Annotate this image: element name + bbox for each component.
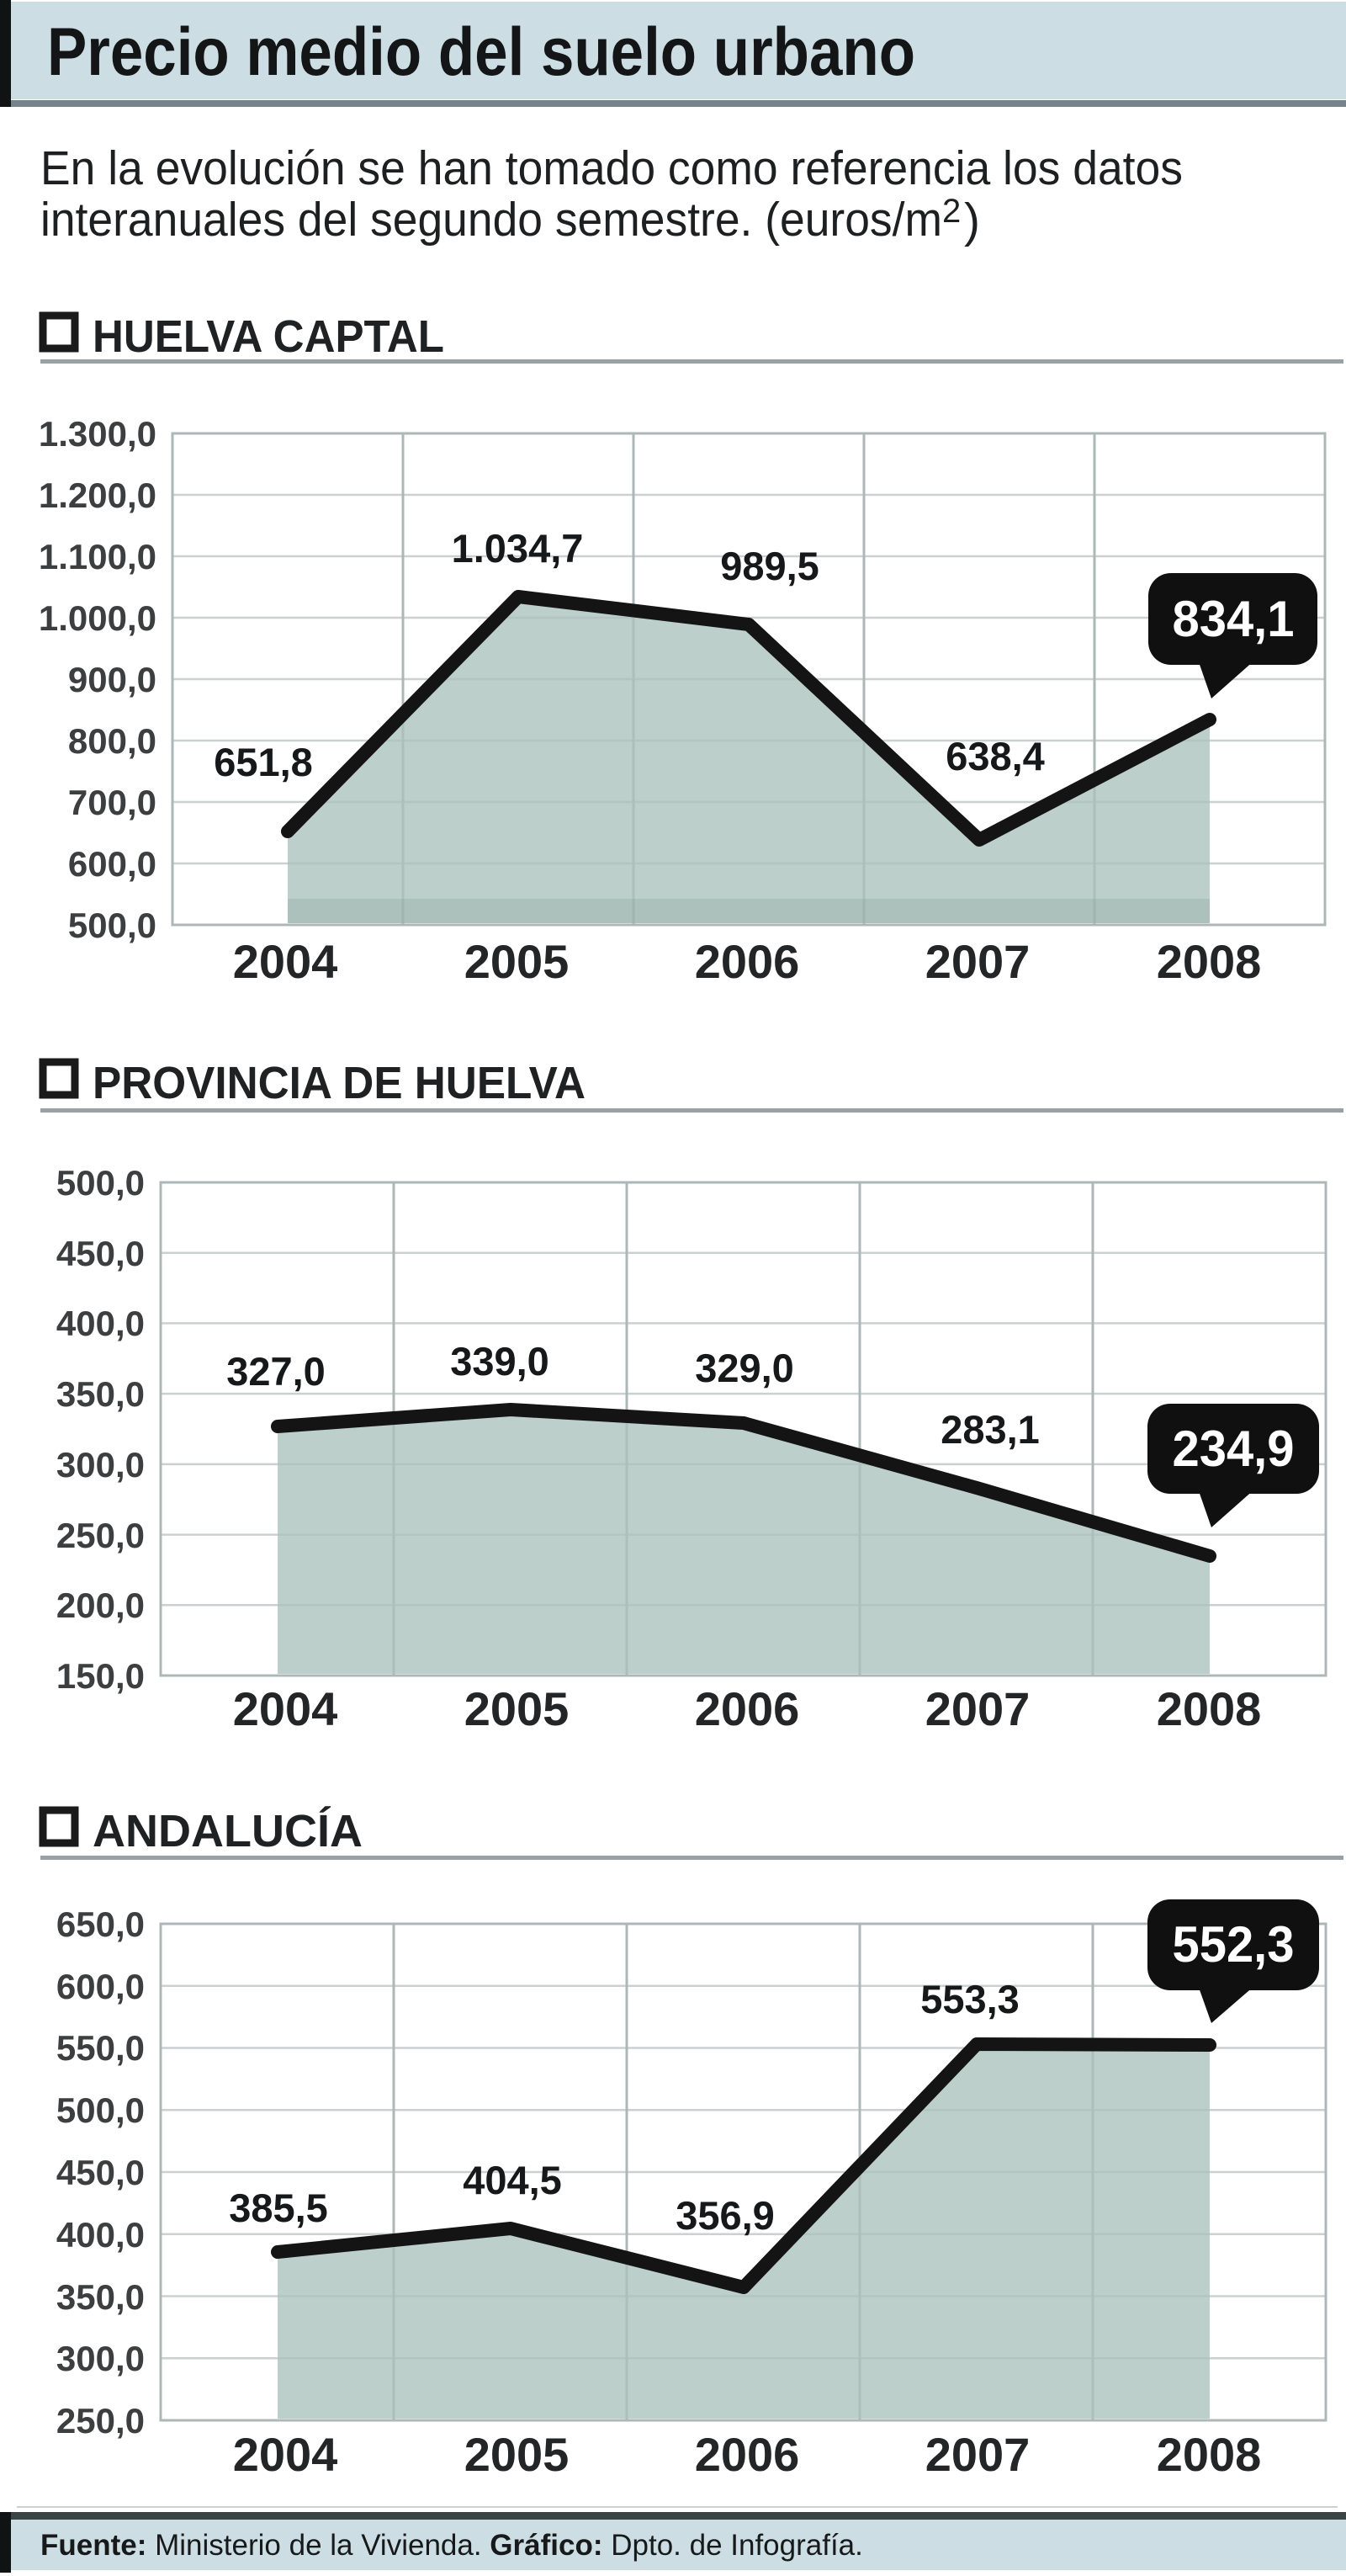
svg-text:500,0: 500,0 xyxy=(68,906,156,945)
svg-text:329,0: 329,0 xyxy=(695,1346,794,1390)
svg-text:400,0: 400,0 xyxy=(56,1304,145,1343)
svg-text:834,1: 834,1 xyxy=(1173,591,1295,647)
svg-text:989,5: 989,5 xyxy=(720,544,819,588)
svg-text:500,0: 500,0 xyxy=(56,1163,145,1203)
svg-text:En la evolución se han tomado: En la evolución se han tomado como refer… xyxy=(40,141,1183,195)
svg-text:PROVINCIA DE HUELVA: PROVINCIA DE HUELVA xyxy=(93,1058,586,1108)
svg-text:2008: 2008 xyxy=(1157,2428,1262,2481)
svg-text:Precio medio del suelo urbano: Precio medio del suelo urbano xyxy=(47,14,915,90)
svg-text:638,4: 638,4 xyxy=(946,734,1045,778)
svg-text:1.000,0: 1.000,0 xyxy=(39,598,156,638)
svg-text:400,0: 400,0 xyxy=(56,2215,145,2255)
svg-text:): ) xyxy=(964,194,980,247)
svg-text:552,3: 552,3 xyxy=(1173,1916,1295,1973)
svg-text:300,0: 300,0 xyxy=(56,2339,145,2378)
svg-text:Fuente: Ministerio de la Vivie: Fuente: Ministerio de la Vivienda. Gráfi… xyxy=(40,2529,863,2562)
svg-text:HUELVA CAPTAL: HUELVA CAPTAL xyxy=(93,311,444,362)
svg-text:2006: 2006 xyxy=(695,2428,800,2481)
svg-text:interanuales del segundo semes: interanuales del segundo semestre. (euro… xyxy=(40,193,942,247)
svg-text:2005: 2005 xyxy=(464,935,570,988)
svg-text:2004: 2004 xyxy=(233,1682,338,1735)
svg-text:2006: 2006 xyxy=(695,1682,800,1735)
svg-text:300,0: 300,0 xyxy=(56,1445,145,1485)
svg-text:2004: 2004 xyxy=(233,2428,338,2481)
svg-text:553,3: 553,3 xyxy=(920,1977,1020,2021)
svg-text:385,5: 385,5 xyxy=(229,2186,328,2230)
svg-text:800,0: 800,0 xyxy=(68,721,156,761)
svg-text:2006: 2006 xyxy=(695,935,800,988)
svg-text:350,0: 350,0 xyxy=(56,1374,145,1414)
svg-text:150,0: 150,0 xyxy=(56,1656,145,1696)
svg-text:ANDALUCÍA: ANDALUCÍA xyxy=(93,1806,363,1856)
svg-text:350,0: 350,0 xyxy=(56,2277,145,2317)
svg-text:651,8: 651,8 xyxy=(214,740,313,784)
svg-text:650,0: 650,0 xyxy=(56,1904,145,1944)
svg-text:234,9: 234,9 xyxy=(1173,1421,1295,1477)
svg-text:327,0: 327,0 xyxy=(226,1349,326,1394)
svg-text:356,9: 356,9 xyxy=(676,2193,775,2238)
svg-text:2: 2 xyxy=(942,193,961,230)
svg-text:2005: 2005 xyxy=(464,2428,570,2481)
svg-text:250,0: 250,0 xyxy=(56,2401,145,2441)
svg-text:404,5: 404,5 xyxy=(463,2158,562,2202)
svg-text:700,0: 700,0 xyxy=(68,783,156,822)
svg-text:2007: 2007 xyxy=(925,935,1031,988)
svg-text:450,0: 450,0 xyxy=(56,2153,145,2192)
svg-text:450,0: 450,0 xyxy=(56,1234,145,1273)
svg-text:250,0: 250,0 xyxy=(56,1516,145,1555)
svg-text:2005: 2005 xyxy=(464,1682,570,1735)
svg-text:550,0: 550,0 xyxy=(56,2028,145,2068)
svg-text:339,0: 339,0 xyxy=(450,1339,549,1384)
svg-text:2008: 2008 xyxy=(1157,935,1262,988)
svg-text:1.100,0: 1.100,0 xyxy=(39,537,156,576)
svg-text:500,0: 500,0 xyxy=(56,2090,145,2130)
svg-text:2004: 2004 xyxy=(233,935,338,988)
svg-text:2008: 2008 xyxy=(1157,1682,1262,1735)
svg-text:1.034,7: 1.034,7 xyxy=(452,526,584,571)
svg-text:900,0: 900,0 xyxy=(68,660,156,699)
svg-text:2007: 2007 xyxy=(925,1682,1031,1735)
svg-text:600,0: 600,0 xyxy=(68,844,156,884)
svg-text:1.200,0: 1.200,0 xyxy=(39,475,156,515)
svg-text:2007: 2007 xyxy=(925,2428,1031,2481)
svg-text:283,1: 283,1 xyxy=(941,1407,1040,1452)
svg-text:600,0: 600,0 xyxy=(56,1967,145,2006)
svg-text:200,0: 200,0 xyxy=(56,1585,145,1625)
svg-text:1.300,0: 1.300,0 xyxy=(39,414,156,454)
